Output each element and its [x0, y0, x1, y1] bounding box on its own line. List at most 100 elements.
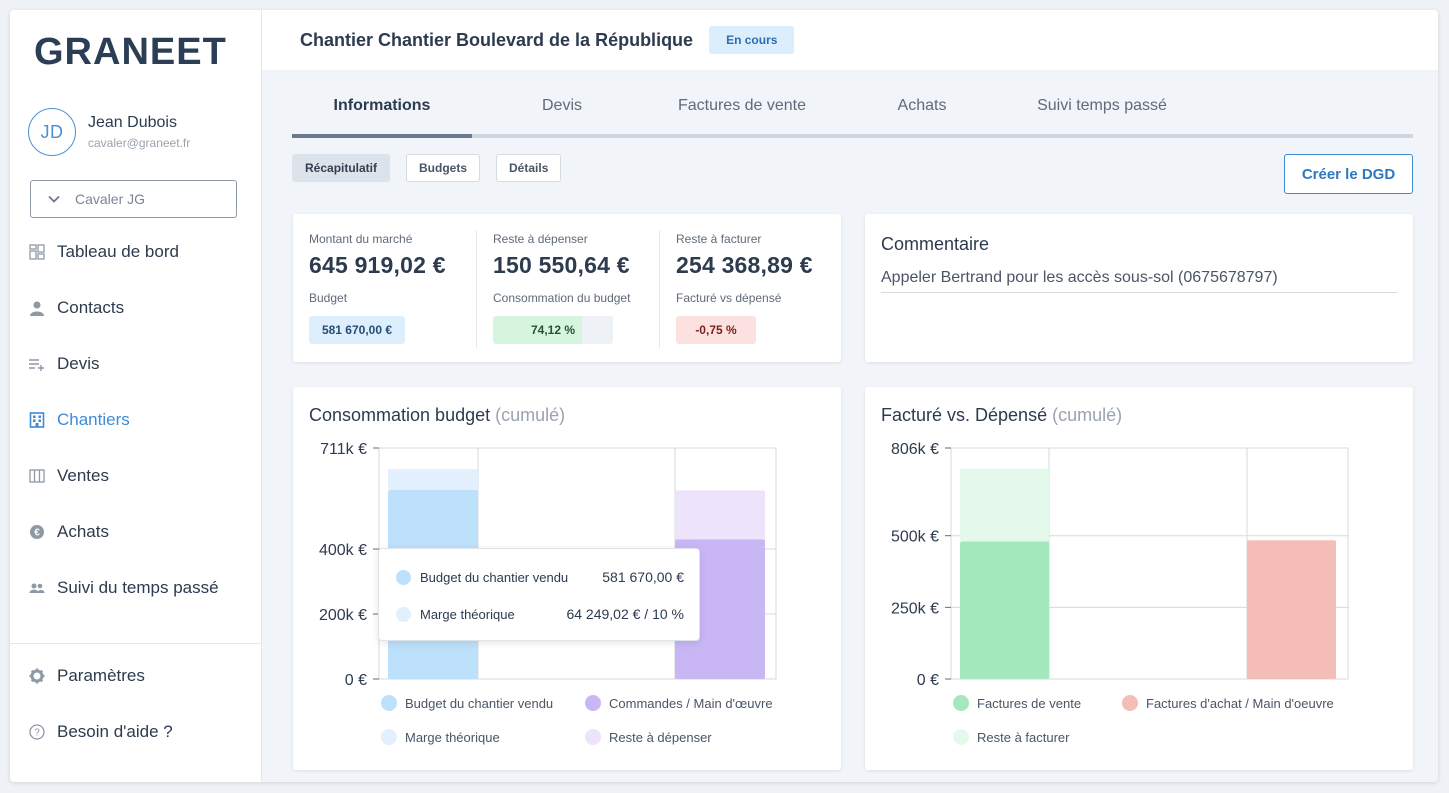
chart-title-suffix: (cumulé) [1052, 405, 1123, 425]
sidebar-item-label: Chantiers [57, 410, 130, 429]
y-tick-label: 500k € [891, 529, 939, 546]
bar-segment [388, 469, 478, 491]
graneet-logo[interactable]: GRANEET [34, 32, 234, 68]
sidebar-item-label: Contacts [57, 298, 125, 317]
legend-item[interactable]: Reste à dépenser [585, 729, 712, 745]
legend-item[interactable]: Marge théorique [381, 729, 500, 745]
y-tick-label: 806k € [891, 441, 939, 458]
comment-field[interactable]: Appeler Bertrand pour les accès sous-sol… [881, 269, 1397, 293]
kpi-reste-a-facturer: Reste à facturer 254 368,89 € Facturé vs… [659, 230, 842, 348]
progress-label: 74,12 % [530, 323, 576, 337]
user-profile[interactable]: JD Jean Dubois cavaler@graneet.fr [28, 108, 190, 156]
legend-dot [953, 695, 969, 711]
project-tabs: Informations Devis Factures de vente Ach… [292, 88, 1413, 138]
kpi-sub-label: Facturé vs dépensé [676, 291, 782, 305]
svg-text:€: € [34, 528, 40, 539]
sidebar-item-label: Tableau de bord [57, 242, 179, 261]
y-tick-label: 711k € [320, 441, 367, 458]
invoiced-vs-spent-chart: Facturé vs. Dépensé (cumulé) 0 € 250k € 50… [865, 387, 1413, 770]
subtab-budgets[interactable]: Budgets [406, 154, 481, 182]
kpi-reste-a-depenser: Reste à dépenser 150 550,64 € Consommati… [476, 230, 659, 348]
avatar[interactable]: JD [28, 108, 76, 156]
list-add-icon [28, 355, 46, 373]
tab-devis[interactable]: Devis [541, 97, 582, 114]
tooltip-row: Budget du chantier vendu 581 670,00 € [396, 569, 684, 585]
tooltip-label: Budget du chantier vendu [420, 569, 569, 585]
tab-informations[interactable]: Informations [292, 88, 472, 138]
sidebar-divider [10, 643, 262, 644]
legend-item[interactable]: Factures d'achat / Main d'oeuvre [1122, 695, 1334, 711]
euro-coin-icon: € [28, 523, 46, 541]
tooltip-value: 581 670,00 € [602, 569, 684, 585]
tab-factures-de-vente[interactable]: Factures de vente [677, 97, 807, 114]
columns-icon [28, 467, 46, 485]
budget-pill: 581 670,00 € [309, 316, 405, 344]
kpi-value: 254 368,89 € [676, 252, 813, 278]
legend-label: Factures de vente [977, 695, 1082, 711]
help-icon: ? [28, 723, 46, 741]
sidebar-item-tableau-de-bord[interactable]: Tableau de bord [10, 224, 262, 280]
bar-segment [960, 468, 1049, 542]
sidebar-item-aide[interactable]: ? Besoin d'aide ? [10, 704, 262, 760]
sidebar-item-chantiers[interactable]: Chantiers [10, 392, 262, 448]
kpi-label: Reste à dépenser [493, 232, 588, 246]
chart-plot[interactable]: 0 € 250k € 500k € 806k € [865, 387, 1413, 770]
tooltip-value: 64 249,02 € / 10 % [566, 606, 684, 622]
legend-label: Marge théorique [405, 729, 500, 745]
chevron-down-icon [48, 195, 60, 203]
tooltip-dot [396, 606, 411, 622]
legend-dot [953, 729, 969, 745]
legend-dot [585, 729, 601, 745]
main-nav: Tableau de bord Contacts Devis Chantiers… [10, 224, 262, 616]
sidebar-item-ventes[interactable]: Ventes [10, 448, 262, 504]
subtabs: Récapitulatif Budgets Détails [292, 154, 577, 182]
kpi-sub-label: Consommation du budget [493, 291, 631, 305]
y-tick-label: 250k € [891, 600, 939, 617]
sidebar: GRANEET JD Jean Dubois cavaler@graneet.f… [10, 10, 262, 782]
page-header: Chantier Chantier Boulevard de la Républ… [262, 10, 1438, 70]
subtab-details[interactable]: Détails [496, 154, 562, 182]
logo-text: GRANEET [34, 32, 227, 68]
tab-suivi-temps-passe[interactable]: Suivi temps passé [1037, 97, 1167, 114]
sidebar-item-parametres[interactable]: Paramètres [10, 648, 262, 704]
sidebar-item-suivi-temps[interactable]: Suivi du temps passé [10, 560, 262, 616]
budget-consumption-progress: 74,12 % [493, 316, 613, 344]
tooltip-row: Marge théorique 64 249,02 € / 10 % [396, 606, 684, 622]
people-icon [28, 579, 46, 597]
company-select-value: Cavaler JG [75, 191, 146, 207]
user-name: Jean Dubois [88, 114, 177, 131]
comment-card: Commentaire Appeler Bertrand pour les ac… [865, 214, 1413, 362]
legend-item[interactable]: Reste à facturer [953, 729, 1070, 745]
legend-label: Budget du chantier vendu [405, 695, 554, 711]
kpi-value: 645 919,02 € [309, 252, 446, 278]
legend-label: Reste à facturer [977, 729, 1070, 745]
create-dgd-button[interactable]: Créer le DGD [1284, 154, 1413, 194]
legend-label: Reste à dépenser [609, 729, 712, 745]
sidebar-item-devis[interactable]: Devis [10, 336, 262, 392]
chart-title-main: Facturé vs. Dépensé [881, 405, 1048, 425]
page-title: Chantier Chantier Boulevard de la Républ… [300, 29, 694, 50]
chart-title-suffix: (cumulé) [495, 405, 566, 425]
comment-title: Commentaire [881, 234, 990, 254]
legend-item[interactable]: Commandes / Main d'œuvre [585, 695, 773, 711]
y-tick-label: 200k € [319, 607, 367, 624]
sidebar-item-achats[interactable]: € Achats [10, 504, 262, 560]
status-badge: En cours [709, 26, 795, 54]
subtab-recapitulatif[interactable]: Récapitulatif [292, 154, 391, 182]
legend-label: Commandes / Main d'œuvre [609, 695, 773, 711]
company-select[interactable]: Cavaler JG [30, 180, 237, 218]
tab-achats[interactable]: Achats [897, 97, 947, 114]
legend-item[interactable]: Budget du chantier vendu [381, 695, 553, 711]
sidebar-item-contacts[interactable]: Contacts [10, 280, 262, 336]
sidebar-item-label: Achats [57, 522, 109, 541]
kpi-label: Montant du marché [309, 232, 413, 246]
legend-item[interactable]: Factures de vente [953, 695, 1081, 711]
dashboard-icon [28, 243, 46, 261]
sidebar-item-label: Ventes [57, 466, 109, 485]
legend-label: Factures d'achat / Main d'oeuvre [1146, 695, 1334, 711]
app-window: GRANEET JD Jean Dubois cavaler@graneet.f… [10, 10, 1438, 782]
bar-segment [1247, 540, 1336, 679]
y-tick-label: 0 € [917, 672, 939, 689]
chart-tooltip: Budget du chantier vendu 581 670,00 € Ma… [378, 548, 700, 641]
budget-consumption-chart: Consommation budget (cumulé) 0 € 200k € 40… [293, 387, 841, 770]
